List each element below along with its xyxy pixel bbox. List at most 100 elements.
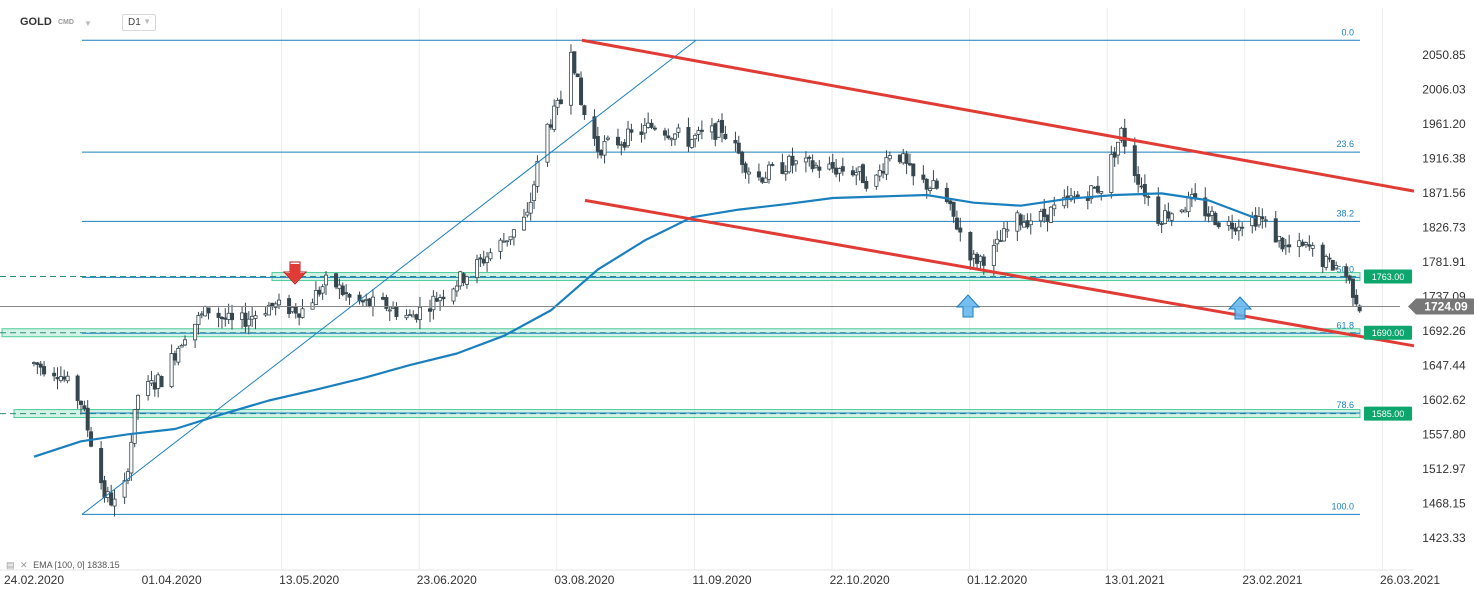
- candle-body: [995, 238, 1000, 245]
- candle-body: [787, 155, 792, 173]
- candle-body: [417, 306, 422, 321]
- candle-body: [720, 120, 725, 133]
- timeframe-label: D1: [128, 17, 141, 28]
- candle-body: [1320, 244, 1325, 267]
- indicator-settings-icon[interactable]: ▤: [6, 560, 15, 570]
- candle-body: [545, 123, 550, 163]
- candle-body: [1183, 209, 1188, 213]
- candle-body: [414, 314, 419, 320]
- candle-body: [615, 136, 620, 146]
- candle-body: [944, 187, 949, 202]
- candle-body: [370, 296, 375, 307]
- symbol-dropdown-icon[interactable]: ▼: [84, 19, 92, 28]
- candle-body: [931, 180, 936, 189]
- candle-body: [250, 315, 255, 320]
- candle-body: [404, 314, 409, 319]
- candle-body: [367, 298, 372, 307]
- candle-body: [696, 130, 701, 135]
- candle-body: [780, 162, 785, 174]
- candle-body: [1300, 241, 1305, 246]
- candle-body: [464, 276, 469, 285]
- candle-body: [102, 480, 107, 498]
- candle-body: [1001, 228, 1006, 242]
- candle-body: [1203, 197, 1208, 217]
- candle-body: [743, 163, 748, 173]
- candle-body: [1159, 223, 1164, 225]
- candle-body: [1028, 220, 1033, 226]
- candle-body: [991, 245, 996, 266]
- candle-body: [169, 353, 174, 387]
- y-tick-label: 1468.15: [1422, 497, 1466, 511]
- candle-body: [65, 375, 70, 382]
- fib-level-label: 78.6: [1336, 400, 1354, 410]
- candle-body: [478, 257, 483, 260]
- fib-level-label: 100.0: [1331, 501, 1354, 511]
- candle-body: [649, 122, 654, 128]
- candle-body: [334, 273, 339, 288]
- sell-arrow-fill: [285, 264, 305, 283]
- candle-body: [723, 133, 728, 140]
- y-tick-label: 1692.26: [1422, 324, 1466, 338]
- candle-body: [911, 163, 916, 177]
- timeframe-select[interactable]: D1 ▼: [122, 14, 156, 31]
- candle-body: [790, 155, 795, 166]
- candle-body: [1334, 265, 1339, 269]
- candle-body: [129, 441, 134, 474]
- candle-body: [1310, 245, 1315, 249]
- candle-body: [1260, 216, 1265, 220]
- candle-body: [1206, 213, 1211, 217]
- candle-body: [1280, 237, 1285, 250]
- candle-body: [830, 161, 835, 169]
- level-tag: [1364, 406, 1412, 421]
- candle-body: [391, 306, 396, 309]
- candle-body: [1042, 208, 1047, 218]
- candle-body: [981, 256, 986, 266]
- candle-body: [887, 155, 892, 160]
- candle-body: [1048, 206, 1053, 223]
- candle-body: [344, 292, 349, 295]
- candle-body: [219, 316, 224, 320]
- candle-body: [1230, 222, 1235, 230]
- candle-body: [770, 163, 775, 166]
- y-tick-label: 1916.38: [1422, 152, 1466, 166]
- candle-body: [206, 307, 211, 314]
- candle-body: [595, 135, 600, 152]
- candle-body: [199, 313, 204, 316]
- candle-body: [901, 153, 906, 164]
- channel-upper-line: [581, 38, 1415, 193]
- candle-body: [1236, 226, 1241, 232]
- candle-body: [521, 216, 526, 231]
- candle-body: [763, 177, 768, 183]
- candle-body: [1297, 240, 1302, 248]
- candle-body: [803, 157, 808, 163]
- candle-body: [1216, 222, 1221, 228]
- candle-body: [709, 125, 714, 133]
- candle-body: [975, 253, 980, 264]
- candle-body: [837, 168, 842, 174]
- candle-body: [505, 240, 510, 243]
- candle-body: [756, 171, 761, 178]
- candle-body: [149, 380, 154, 384]
- candle-body: [438, 297, 443, 302]
- channel-lower-line: [584, 198, 1415, 348]
- candle-body: [1045, 214, 1050, 222]
- candle-body: [1156, 196, 1161, 224]
- close-icon[interactable]: ✕: [20, 560, 28, 570]
- fib-level-label: 61.8: [1336, 320, 1354, 330]
- candle-body: [793, 160, 798, 165]
- candle-body: [646, 122, 651, 128]
- candle-body: [676, 127, 681, 133]
- candle-body: [1277, 235, 1282, 242]
- candle-body: [736, 142, 741, 154]
- candle-body: [958, 227, 963, 233]
- candle-body: [193, 323, 198, 341]
- candle-body: [1179, 209, 1184, 213]
- price-tags: 1763.00 1690.00 1585.00 1724.09: [1364, 269, 1474, 421]
- candle-body: [75, 375, 80, 401]
- candle-body: [1052, 204, 1057, 210]
- current-price-label: 1724.09: [1424, 300, 1468, 314]
- candle-body: [136, 394, 141, 410]
- level-tag: [1364, 269, 1412, 284]
- candle-body: [575, 73, 580, 78]
